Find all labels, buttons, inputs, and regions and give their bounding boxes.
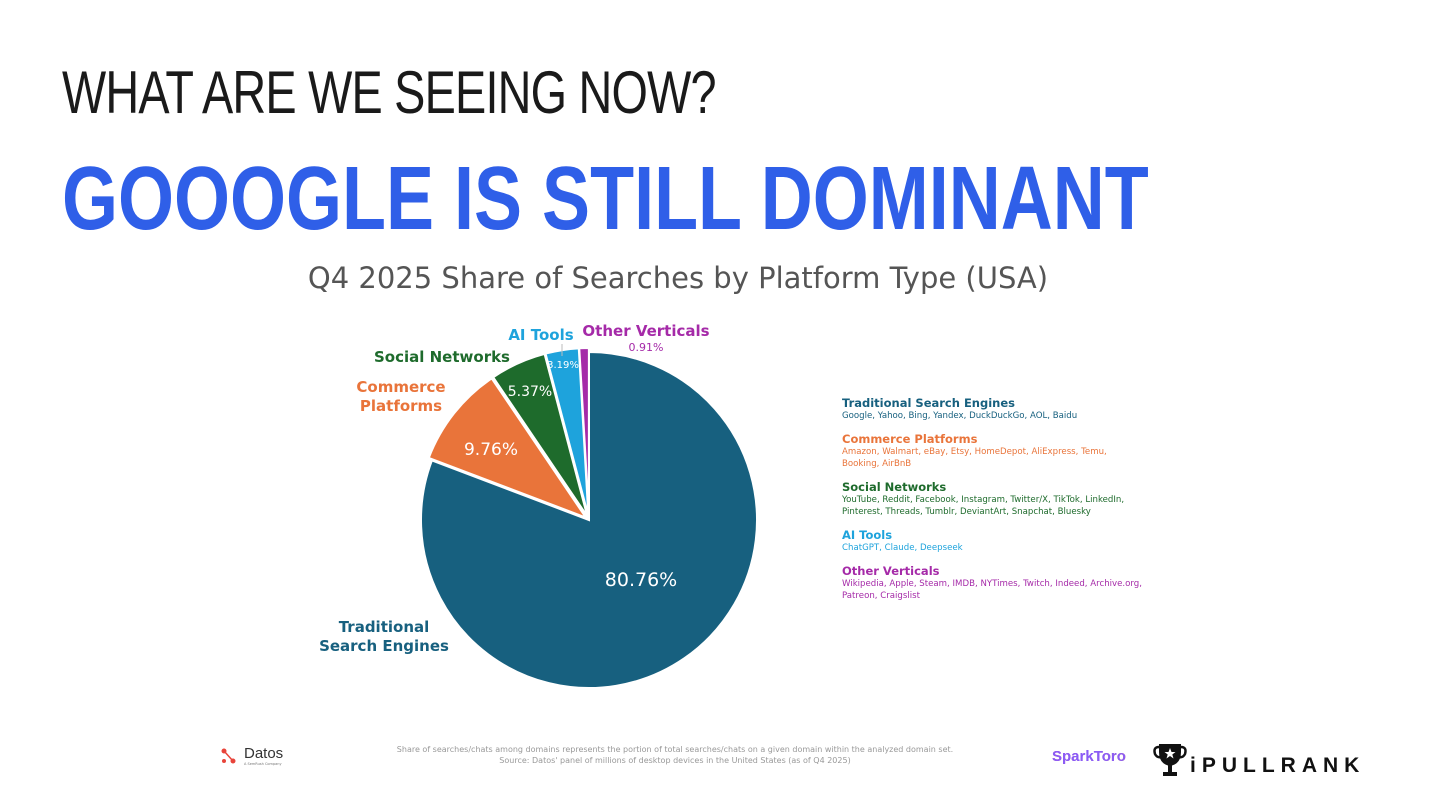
legend-description: Google, Yahoo, Bing, Yandex, DuckDuckGo,…: [842, 411, 1078, 421]
legend-title: Other Verticals: [842, 564, 940, 578]
slide-kicker: WHAT ARE WE SEEING NOW?: [62, 59, 717, 126]
chart-title: Q4 2025 Share of Searches by Platform Ty…: [308, 261, 1048, 295]
footer-note-line1: Share of searches/chats among domains re…: [396, 745, 954, 754]
legend-title: AI Tools: [842, 528, 893, 542]
slice-value-label: 80.76%: [605, 569, 677, 591]
legend-item: Social Networks YouTube, Reddit, Facebook…: [842, 480, 1142, 518]
slice-name-label: Social Networks: [374, 348, 510, 366]
slice-name-label: AI Tools: [508, 326, 573, 344]
footer-note: Share of searches/chats among domains re…: [330, 744, 1020, 766]
slice-name-label: Commerce: [356, 378, 445, 396]
legend-description: YouTube, Reddit, Facebook, Instagram, Tw…: [842, 495, 1125, 517]
footer-note-line2: Source: Datos' panel of millions of desk…: [499, 756, 851, 765]
pie-slice-social-networks: [491, 352, 589, 517]
slice-value-label: 3.19%: [547, 360, 579, 371]
legend-item: AI Tools ChatGPT, Claude, Deepseek: [842, 528, 1142, 554]
legend-description: Wikipedia, Apple, Steam, IMDB, NYTimes, …: [842, 579, 1142, 601]
slice-value-label: 5.37%: [508, 384, 552, 400]
slice-name-label: Search Engines: [319, 637, 449, 655]
pie-slice-commerce-platforms: [427, 377, 589, 520]
legend-item: Traditional Search Engines Google, Yahoo,…: [842, 396, 1142, 422]
pie-slice-other-verticals: [578, 347, 590, 517]
legend-item: Commerce Platforms Amazon, Walmart, eBay,…: [842, 432, 1142, 470]
datos-logo: Datos A SemRush Company: [220, 746, 283, 766]
datos-icon: [221, 748, 236, 764]
trophy-icon: [1153, 744, 1187, 776]
ipullrank-logo: iPULLRANK: [1190, 754, 1366, 777]
datos-name: Datos: [244, 745, 284, 762]
legend-title: Commerce Platforms: [842, 432, 978, 446]
datos-tagline: A SemRush Company: [244, 762, 282, 766]
sparktoro-logo: SparkToro: [1052, 748, 1126, 765]
legend-title: Traditional Search Engines: [842, 396, 1015, 410]
slice-value-label: 0.91%: [629, 341, 664, 354]
slide-headline: GOOOGLE IS STILL DOMINANT: [62, 149, 1149, 249]
legend-description: Amazon, Walmart, eBay, Etsy, HomeDepot, …: [842, 447, 1107, 469]
slice-value-label: 9.76%: [464, 440, 518, 460]
slice-name-label: Other Verticals: [582, 322, 709, 340]
pie-slice-traditional-search-engines: [420, 350, 758, 689]
slice-name-label: Traditional: [339, 618, 430, 636]
slice-name-label: Platforms: [360, 397, 442, 415]
legend-item: Other Verticals Wikipedia, Apple, Steam, …: [842, 564, 1142, 602]
legend-title: Social Networks: [842, 480, 947, 494]
chart-legend: Traditional Search Engines Google, Yahoo,…: [842, 396, 1142, 612]
legend-description: ChatGPT, Claude, Deepseek: [842, 543, 963, 553]
